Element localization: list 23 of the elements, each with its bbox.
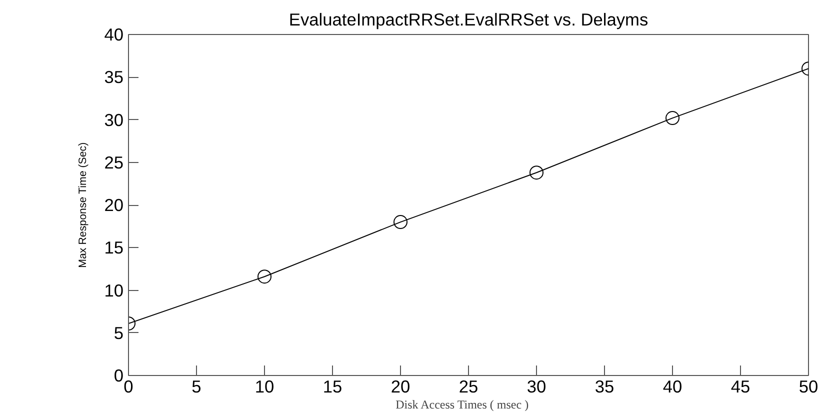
x-tick-label: 50 xyxy=(798,376,818,396)
point xyxy=(530,166,544,180)
y-tick-label: 35 xyxy=(104,67,124,88)
x-tick-label: 25 xyxy=(458,376,478,396)
x-tick-label: 20 xyxy=(390,376,410,396)
x-tick-label: 45 xyxy=(730,376,750,396)
y-tick-label: 25 xyxy=(104,152,124,172)
chart-title: EvaluateImpactRRSet.EvalRRSet vs. Delayms xyxy=(288,10,648,30)
x-tick-label: 40 xyxy=(662,376,682,396)
y-tick-label: 30 xyxy=(104,110,124,130)
y-tick-label: 5 xyxy=(114,322,124,343)
y-tick-label: 15 xyxy=(104,238,124,258)
y-axis-title: Max Response Time (Sec) xyxy=(77,142,90,268)
x-tick-label: 5 xyxy=(192,376,202,396)
y-tick-label: 20 xyxy=(104,195,124,215)
x-tick-label: 15 xyxy=(322,376,342,396)
y-tick-label: 40 xyxy=(104,24,124,44)
x-tick-label: 35 xyxy=(594,376,614,396)
x-tick-label: 10 xyxy=(254,376,274,396)
y-tick-label: 10 xyxy=(104,280,124,300)
x-axis-title: Disk Access Times ( msec ) xyxy=(396,398,529,412)
x-tick-label: 30 xyxy=(526,376,546,396)
point xyxy=(394,215,408,230)
